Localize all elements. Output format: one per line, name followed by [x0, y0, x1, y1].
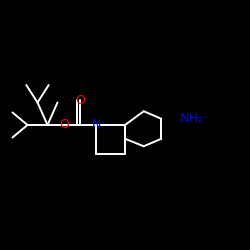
Text: NH₂: NH₂ [180, 112, 204, 125]
Text: N: N [92, 118, 101, 132]
Text: O: O [75, 94, 85, 106]
Text: O: O [59, 118, 69, 132]
